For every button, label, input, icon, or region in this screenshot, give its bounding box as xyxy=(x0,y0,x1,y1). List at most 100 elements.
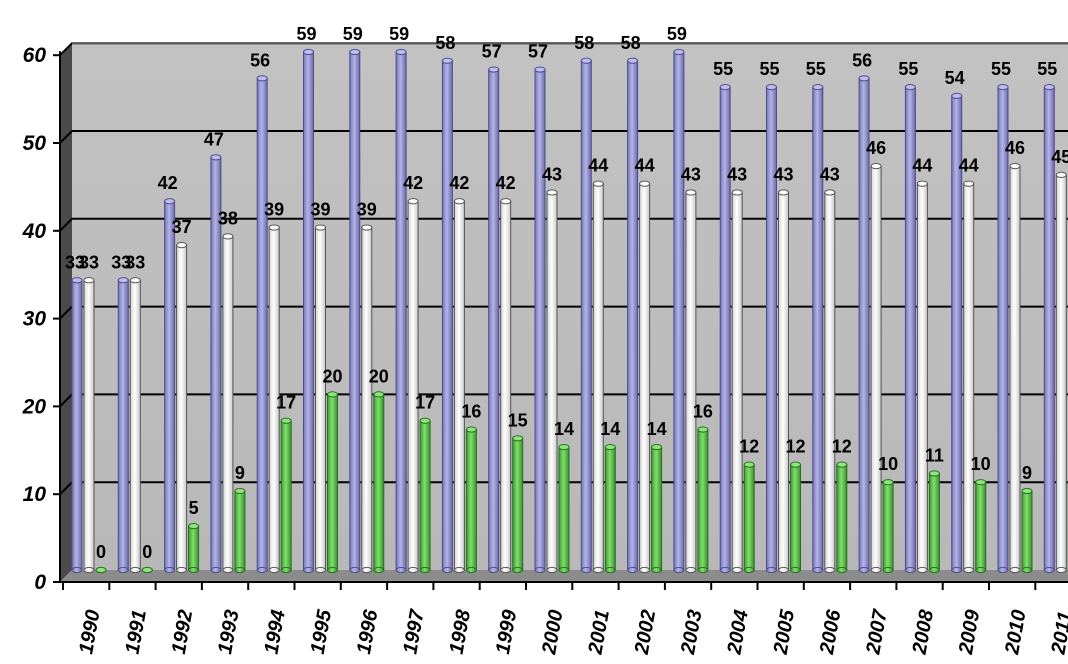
x-tick-label: 1995 xyxy=(307,607,337,656)
data-label: 11 xyxy=(925,445,944,465)
bar xyxy=(697,429,709,571)
bar xyxy=(673,51,685,571)
bar-top xyxy=(743,461,755,468)
bar-base xyxy=(373,566,385,574)
y-tick-label: 0 xyxy=(34,571,46,594)
data-label: 20 xyxy=(369,366,389,386)
bar-base xyxy=(592,566,604,574)
bar xyxy=(975,481,987,571)
bar-top xyxy=(882,479,894,486)
bar-base xyxy=(268,566,280,574)
bar-top xyxy=(836,461,848,468)
bar-top xyxy=(604,443,616,451)
bar-top xyxy=(280,417,292,424)
gridline xyxy=(59,130,1068,144)
data-label: 43 xyxy=(542,164,562,184)
bar-base xyxy=(407,566,419,574)
bar-top xyxy=(95,566,107,574)
data-label: 39 xyxy=(264,200,284,220)
bar-base xyxy=(117,566,129,574)
bar-base xyxy=(1055,566,1067,574)
bar xyxy=(719,86,731,571)
data-label: 58 xyxy=(574,33,594,53)
bar-top xyxy=(546,189,558,196)
data-label: 10 xyxy=(971,454,991,474)
bar xyxy=(731,191,743,571)
bar-base xyxy=(546,566,558,574)
bar-base xyxy=(824,566,836,574)
bar xyxy=(824,191,836,571)
bar-top xyxy=(928,470,940,477)
bar-base xyxy=(651,566,663,574)
bar-base xyxy=(164,566,176,574)
bar-top xyxy=(1055,171,1067,178)
bar-base xyxy=(627,566,639,574)
data-label: 42 xyxy=(158,173,178,193)
bar-base xyxy=(743,566,755,574)
bar-base xyxy=(210,566,222,574)
data-label: 37 xyxy=(172,217,192,237)
data-label: 43 xyxy=(773,164,793,184)
bar-base xyxy=(882,566,894,574)
bar-base xyxy=(697,566,709,574)
bar-base xyxy=(1009,566,1021,574)
y-tick-label: 10 xyxy=(23,483,47,506)
data-label: 17 xyxy=(415,393,435,413)
bar-top xyxy=(488,66,500,73)
bar xyxy=(928,472,940,571)
x-tick-label: 2010 xyxy=(1001,608,1031,657)
data-label: 44 xyxy=(635,156,655,176)
bar-top xyxy=(1021,487,1033,495)
bar-top xyxy=(327,391,338,398)
data-label: 12 xyxy=(832,437,852,457)
bar-top xyxy=(580,57,592,64)
bar-top xyxy=(812,84,824,91)
bar-base xyxy=(580,566,592,574)
bar xyxy=(129,279,141,571)
x-tick-label: 2005 xyxy=(770,607,800,656)
bar xyxy=(963,183,975,571)
bar xyxy=(500,200,512,571)
bar-base xyxy=(673,566,685,574)
bar-base xyxy=(256,566,268,574)
bar-top xyxy=(904,84,916,91)
bar-top xyxy=(639,180,651,187)
bar xyxy=(234,490,246,571)
x-tick-label: 1990 xyxy=(75,608,104,656)
data-label: 55 xyxy=(713,59,733,79)
bar xyxy=(419,420,431,571)
bar-base xyxy=(488,566,500,574)
data-label: 9 xyxy=(1022,463,1032,483)
bar xyxy=(349,51,361,571)
bar xyxy=(465,429,477,571)
bar-top xyxy=(975,479,987,486)
bar-top xyxy=(222,233,234,240)
bar-top xyxy=(500,198,512,205)
data-label: 9 xyxy=(235,463,245,483)
bar xyxy=(117,279,129,571)
bar-base xyxy=(975,566,987,574)
bar-top xyxy=(870,163,882,170)
bar-base xyxy=(361,566,373,574)
y-tick-label: 40 xyxy=(22,220,47,243)
bar-top xyxy=(419,417,431,424)
bar-base xyxy=(234,566,246,574)
data-label: 57 xyxy=(528,42,548,62)
data-label: 47 xyxy=(204,129,224,149)
bar-top xyxy=(361,224,373,231)
bar-top xyxy=(188,523,200,530)
bar-top xyxy=(303,48,314,56)
bar-base xyxy=(129,566,141,574)
bar-base xyxy=(419,566,431,574)
bar-base xyxy=(858,566,870,574)
x-tick-label: 2002 xyxy=(631,608,661,657)
bar xyxy=(407,200,419,571)
bar-top xyxy=(916,180,928,187)
bar-top xyxy=(824,189,836,196)
bar xyxy=(997,86,1009,571)
bar-base xyxy=(778,566,789,574)
x-tick-label: 2003 xyxy=(677,608,707,657)
bar-top xyxy=(766,84,777,91)
data-label: 55 xyxy=(806,59,826,79)
data-label: 14 xyxy=(554,419,574,439)
